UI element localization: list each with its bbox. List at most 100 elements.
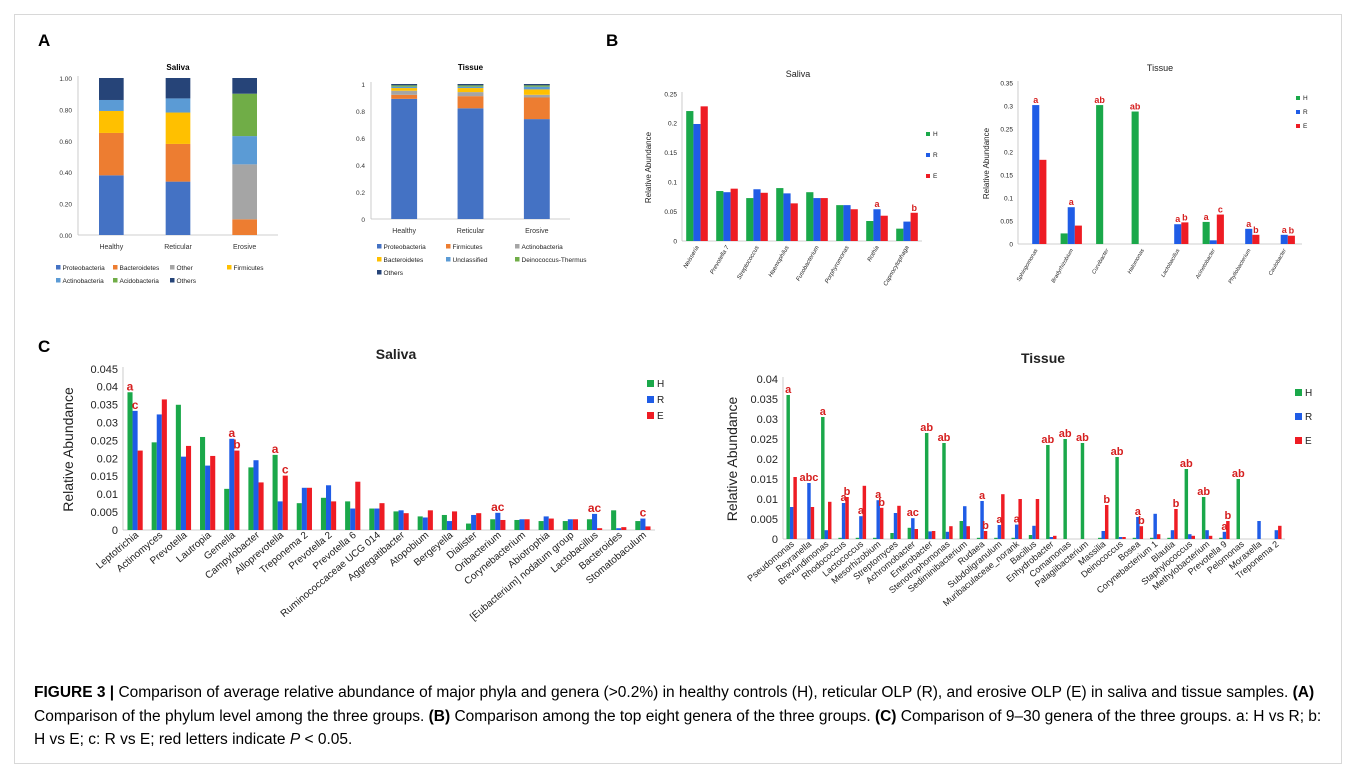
bar-e-lactobacillus [1181,222,1189,244]
y-tick-label: 0.035 [750,394,778,406]
bar-e-bacillus [1035,499,1040,539]
legend-swatch-bacteroidetes [113,265,118,270]
bar-e-reyranella [810,507,815,539]
caption-b-label: (B) [428,707,451,725]
chart-A-saliva: Saliva 0.00 0.20 0.40 0.60 0.80 1.00 Healthy Ret… [56,63,278,285]
y-tick-label: 0.25 [664,91,677,98]
bar-r-leptotrichia [132,410,138,530]
bar-r-mesorhizobium [876,500,880,539]
bar-actinobacteria-erosive [232,136,257,165]
bar-r-alloprevotella [277,501,283,530]
bar-e-treponema-2 [306,487,312,530]
bar-e-lautropia [210,455,216,530]
figure-charts: A BCSaliva0.000.200.400.600.801.00Healthy… [38,31,1312,623]
bar-r-prevotella-6 [350,508,356,530]
bar-r-bosea [1136,517,1140,539]
bar-r-treponema-2 [1274,530,1279,539]
chart-title: Tissue [1021,350,1065,366]
bar-proteobacteria-erosive [523,119,550,219]
y-tick-label: 0.4 [356,163,365,170]
significance-label: a [841,492,848,504]
significance-label: a [820,406,827,418]
bar-h-acinetobacter [1202,221,1210,244]
bar-h-atopobium [417,516,423,530]
bar-e-bradyrhizobium [1074,225,1082,244]
significance-label: b [878,497,885,509]
bar-actinobacteria-healthy [391,90,418,95]
bar-r-achromobacter [911,518,915,539]
bar-h-enterobacter [924,433,929,539]
significance-label: b [1253,225,1259,235]
y-tick-label: 0.8 [356,109,365,116]
significance-label: a [1175,214,1181,224]
y-tick-label: 0 [361,217,365,224]
bar-r-blautia [1170,530,1175,539]
y-tick-label: 0.80 [59,107,72,114]
significance-label: a [1204,212,1210,222]
bar-e-stenotrophomonas [949,526,953,539]
bar-e-rhodococcus [845,497,849,539]
y-tick-label: 0.1 [668,179,677,186]
significance-label: ab [920,422,933,434]
bar-others-erosive [232,78,257,94]
x-tick-label: Erosive [525,228,548,235]
bar-e-sphingomonas [1039,159,1047,244]
panel-letter-c: C [38,337,50,356]
bar-r-eubacterium-nodatum-group [567,519,573,530]
bar-e-haemophilus [790,203,798,241]
legend-label-others: Others [384,270,404,277]
bar-r-lactobacillus [1174,224,1182,244]
significance-label: a [785,384,792,396]
y-tick-label: 0.3 [1004,103,1013,110]
bar-r-porphyromonas [843,205,851,241]
bar-e-ruminococcaceae-ucg-014 [379,503,385,530]
y-tick-label: 0.05 [664,209,677,216]
bar-h-leptotrichia [127,392,133,530]
bar-e-caulobacter [1287,235,1295,244]
bar-r-atopobium [422,517,428,530]
bar-r-prevotella-7 [723,192,731,241]
bar-e-stomatobaculum [645,526,651,530]
legend-label-other: Other [177,265,194,272]
bar-r-ruminococcaceae-ucg-014 [374,508,380,530]
significance-label: b [1182,212,1188,222]
bar-h-lautropia [200,436,206,530]
panel-letter-b: B [606,31,618,50]
legend-label-h: H [1305,388,1312,399]
significance-label: b [1138,515,1145,527]
bar-r-reyranella [807,483,811,539]
bar-r-oribacterium [495,512,501,530]
bar-h-rhodococcus [838,537,842,539]
bar-r-acinetobacter [1209,240,1217,244]
bar-h-campylobacter [248,467,254,530]
bar-h-stomatobaculum [635,521,641,530]
legend-label-others: Others [177,278,197,285]
y-tick-label: 0.00 [59,233,72,240]
bar-e-aggregatibacter [403,513,409,530]
bar-h-fusobacterium [806,192,814,241]
bar-e-lactococcus [862,485,867,539]
legend-label-bacteroidetes: Bacteroidetes [384,257,424,264]
bar-h-corynebacterium [514,519,520,530]
significance-label: ab [1111,446,1124,458]
bar-r-gemella [229,438,235,530]
significance-label: a [1282,225,1288,235]
significance-label: a [1135,506,1142,518]
bar-h-bacillus [1028,535,1033,539]
significance-label: b [1103,494,1110,506]
bar-bacteroidetes-erosive [232,219,257,235]
bar-e-capnocytophaga [910,212,918,241]
bar-e-muribaculaceae-norank [1018,499,1022,539]
significance-label: a [272,442,279,456]
legend-swatch-others [377,270,382,275]
bar-h-rothia [866,221,874,241]
bar-r-staphylococcus [1188,534,1192,539]
significance-label: b [1225,510,1232,522]
bar-bacteroidetes-erosive [523,89,550,95]
caption-end: < 0.05. [300,731,353,748]
caption-text-1: Comparison of average relative abundance… [114,684,1293,701]
bar-r-muribaculaceae-norank [1014,524,1019,539]
bar-r-corynebacterium-1 [1153,513,1157,539]
significance-label: ab [938,432,951,444]
bar-r-prevotella-2 [326,485,332,530]
